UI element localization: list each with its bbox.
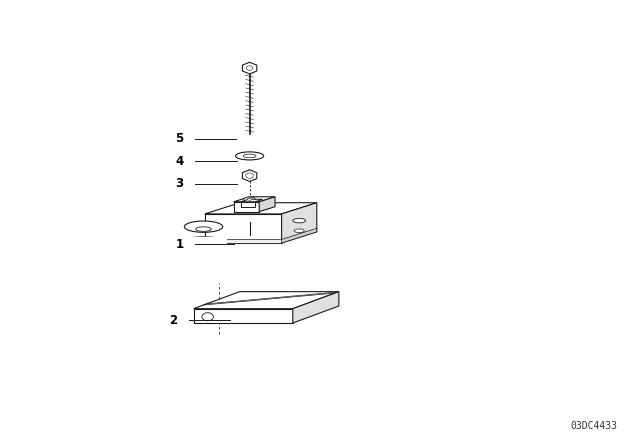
Polygon shape: [205, 202, 317, 214]
Polygon shape: [234, 197, 275, 202]
Polygon shape: [259, 197, 275, 212]
Circle shape: [246, 66, 253, 70]
Ellipse shape: [202, 313, 214, 321]
Polygon shape: [181, 237, 226, 253]
Ellipse shape: [293, 218, 306, 223]
Text: 4: 4: [175, 155, 184, 168]
Ellipse shape: [184, 221, 223, 233]
Text: 2: 2: [169, 314, 177, 327]
Text: 3: 3: [175, 177, 184, 190]
Polygon shape: [241, 202, 255, 207]
Polygon shape: [205, 239, 282, 243]
Polygon shape: [193, 292, 339, 309]
Text: 1: 1: [175, 237, 184, 251]
Polygon shape: [241, 199, 262, 202]
Ellipse shape: [186, 237, 221, 244]
Ellipse shape: [236, 152, 264, 160]
Ellipse shape: [196, 227, 211, 231]
Polygon shape: [243, 170, 257, 181]
Polygon shape: [243, 62, 257, 74]
Ellipse shape: [294, 229, 305, 233]
Ellipse shape: [244, 197, 255, 202]
Polygon shape: [234, 202, 259, 212]
Text: 03DC4433: 03DC4433: [571, 421, 618, 431]
Circle shape: [246, 173, 253, 178]
Polygon shape: [282, 228, 317, 243]
Polygon shape: [205, 214, 282, 243]
Text: 5: 5: [175, 132, 184, 146]
Polygon shape: [293, 292, 339, 323]
Polygon shape: [282, 202, 317, 243]
Ellipse shape: [243, 154, 256, 158]
Polygon shape: [193, 309, 293, 323]
Ellipse shape: [247, 198, 252, 200]
